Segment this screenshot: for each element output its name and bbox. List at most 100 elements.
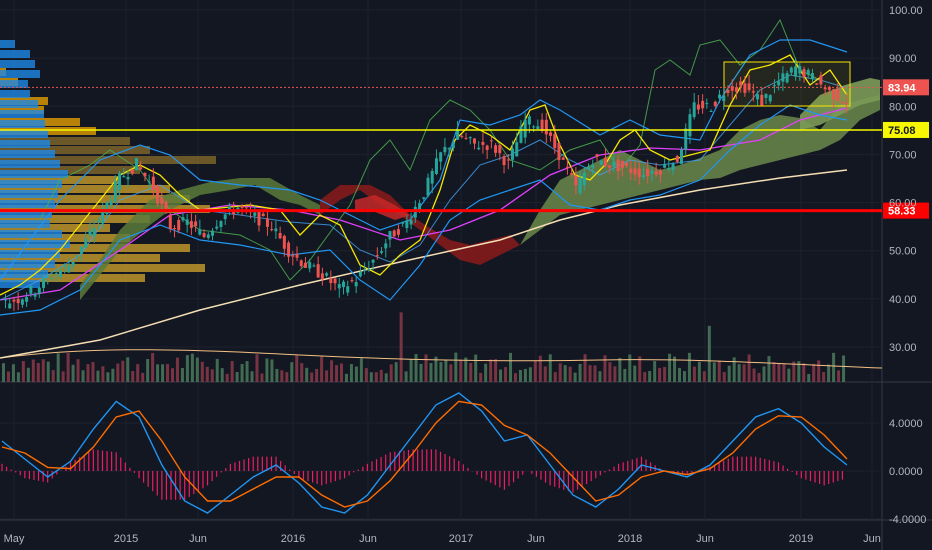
volume-profile-bar [0,166,140,174]
candle-body [578,177,582,194]
volume-bar [240,363,244,382]
volume-bar [459,359,463,382]
overlay-lines [0,18,851,359]
volume-profile-bar-blue [0,90,30,98]
candle-body [8,303,12,309]
candle-body [177,220,181,231]
candle-body [515,142,519,157]
volume-profile-bar-blue [0,140,50,148]
candle-body [523,119,527,138]
volume-bar [658,367,662,382]
volume-bar [280,370,284,382]
candle-body [460,136,464,138]
volume-bar [255,354,259,382]
candle-body [671,163,675,170]
volume-bar [533,360,537,382]
volume-bar [499,369,503,382]
volume-bar [46,361,50,382]
candle-body [156,185,160,204]
candle-body [502,156,506,166]
candle-body [143,173,147,177]
candle-body [718,94,722,99]
volume-bar [797,361,801,382]
volume-bar [802,363,806,382]
volume-bar [787,368,791,382]
volume-bar [190,353,194,382]
candle-body [215,226,219,229]
volume-bar [136,364,140,382]
volume-bar [832,352,836,382]
candle-body [629,168,633,173]
volume-bar [146,359,150,382]
volume-bar [364,368,368,382]
volume-profile-bar [0,185,170,193]
volume-bar [374,372,378,382]
volume-bar [369,372,373,382]
candle-body [240,205,244,208]
candle-body [105,202,109,215]
volume-bar [409,359,413,382]
candle-body [650,170,654,174]
candle-body [477,147,481,150]
volume-bar [623,368,627,382]
volume-bar [474,354,478,382]
candle-body [139,167,143,170]
volume-bar [608,362,612,382]
candle-body [447,148,451,150]
volume-bar [653,361,657,382]
candle-body [122,176,126,178]
candle-body [472,138,476,144]
volume-bar [116,363,120,382]
candle-body [587,166,591,169]
volume-bar [543,366,547,382]
volume-bar [156,364,160,382]
candle-body [223,214,227,220]
volume-bar [757,372,761,382]
candle-body [320,273,324,280]
price-tag-box [883,202,929,219]
volume-bar [444,360,448,382]
candle-body [692,102,696,118]
volume-bar [568,366,572,382]
candle-body [113,181,117,202]
volume-bar [673,356,677,382]
candle-body [810,73,814,80]
candle-body [734,87,738,92]
volume-bar [359,358,363,382]
volume-bar [687,352,691,382]
candle-body [194,221,198,227]
volume-bar [6,371,10,382]
candle-body [464,137,468,139]
candle-body [772,85,776,87]
volume-bar [449,364,453,382]
volume-bar [777,363,781,382]
volume-bar [509,352,512,382]
candle-body [696,104,700,110]
x-tick-label: Jun [863,533,881,545]
volume-bar [161,364,165,382]
candle-body [709,110,713,112]
candle-body [827,86,831,90]
candle-body [768,95,772,102]
volume-bar [837,370,841,382]
volume-bar [340,363,343,382]
candle-body [612,161,616,167]
volume-bar [668,353,672,382]
volume-bar [404,371,408,382]
candle-body [101,208,105,224]
volume-profile-bar-blue [0,150,55,158]
candle-body [80,246,84,254]
candle-body [823,87,827,90]
volume-bar [489,359,493,382]
price-tag-label: 58.33 [888,206,916,218]
candle-body [751,91,755,93]
volume-bar [394,362,398,382]
candle-body [764,93,768,98]
candle-body [574,175,578,186]
volume-bar [335,365,339,382]
candle-body [363,269,367,271]
candle-body [181,217,185,221]
volume-bar [782,363,786,382]
volume-bar [325,370,329,382]
candle-body [134,158,138,171]
